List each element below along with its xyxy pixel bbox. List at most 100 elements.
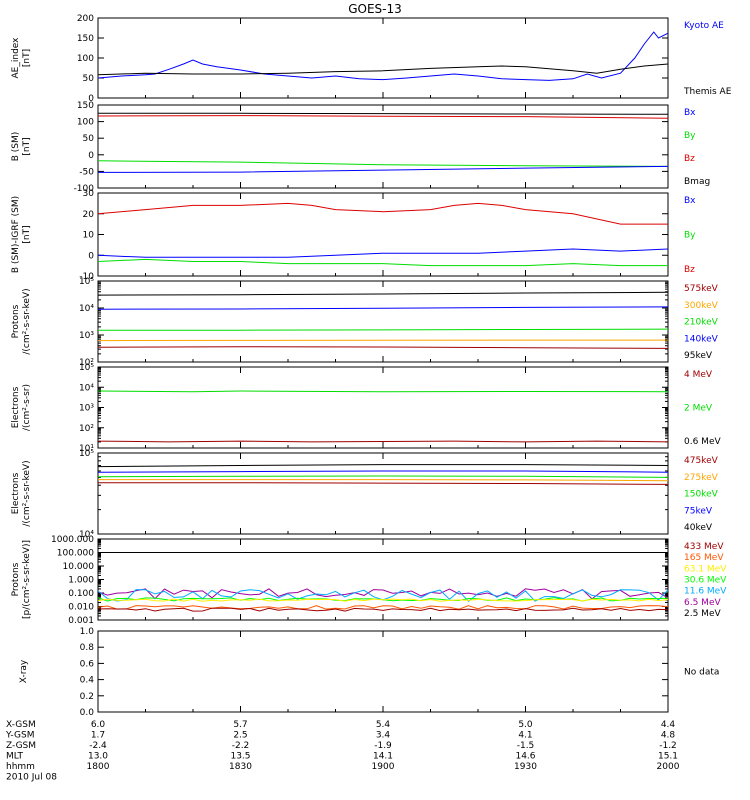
series-line-bz bbox=[97, 202, 668, 225]
y-axis-label: /(cm²-s-sr-keV) bbox=[22, 288, 32, 354]
x-row-value: 14.6 bbox=[515, 752, 535, 762]
legend-label: 11.6 MeV bbox=[684, 587, 727, 597]
date-label: 2010 Jul 08 bbox=[6, 773, 57, 783]
series-line-275kev bbox=[98, 479, 669, 482]
panel-bsm: B (SM) [nT] bbox=[11, 104, 669, 189]
series-line-themis-ae bbox=[97, 63, 669, 76]
y-tick-label: 10⁴ bbox=[79, 383, 94, 393]
series-line-bmag bbox=[98, 112, 669, 115]
legend-label: 575keV bbox=[684, 284, 719, 294]
x-row-value: 13.0 bbox=[88, 752, 108, 762]
y-tick-label: 0.001 bbox=[68, 616, 94, 626]
panel-frame bbox=[97, 17, 669, 99]
x-row-value: 2000 bbox=[657, 762, 680, 772]
legend-label: Bz bbox=[684, 154, 695, 164]
y-tick-label: 100 bbox=[77, 54, 94, 64]
legend-label: Bmag bbox=[684, 177, 710, 187]
panel-bigrf: B (SM)-IGRF (SM) [nT] bbox=[11, 192, 669, 277]
y-tick-label: 0.010 bbox=[68, 603, 94, 613]
y-tick-label: 10 bbox=[83, 231, 95, 241]
legend-label: 275keV bbox=[684, 473, 719, 483]
legend-label: 6.5 MeV bbox=[684, 598, 721, 608]
series-line-bx bbox=[97, 248, 669, 258]
y-axis-label: AE_index bbox=[11, 37, 21, 79]
x-row-label: X-GSM bbox=[6, 720, 36, 730]
x-row-label: Z-GSM bbox=[6, 741, 36, 751]
legend-label: Bz bbox=[684, 265, 695, 275]
legend-label: 63.1 MeV bbox=[684, 564, 727, 574]
y-tick-label: 150 bbox=[77, 101, 94, 111]
y-tick-label: 0 bbox=[88, 251, 94, 261]
y-tick-label: 100.000 bbox=[57, 549, 94, 559]
y-tick-label: 50 bbox=[83, 74, 95, 84]
x-row-value: 4.8 bbox=[661, 731, 676, 741]
y-tick-label: 0.2 bbox=[80, 692, 94, 702]
x-row-value: -2.2 bbox=[232, 741, 250, 751]
x-row-value: -1.5 bbox=[517, 741, 535, 751]
y-tick-label: 0.100 bbox=[68, 589, 94, 599]
legend-label: Kyoto AE bbox=[684, 21, 724, 31]
y-tick-label: 10¹ bbox=[79, 444, 94, 454]
y-tick-label: 10⁴ bbox=[79, 530, 94, 540]
y-tick-label: 10³ bbox=[79, 404, 94, 414]
legend-label: By bbox=[684, 131, 696, 141]
series-line-95kev bbox=[97, 291, 669, 296]
series-line-575kev bbox=[97, 346, 669, 349]
legend-label: Themis AE bbox=[683, 87, 732, 97]
y-axis-label: Electrons bbox=[11, 472, 21, 514]
y-tick-label: 200 bbox=[77, 14, 94, 24]
x-row-value: 15.1 bbox=[658, 752, 678, 762]
y-tick-label: 100 bbox=[77, 118, 94, 128]
panel-frame bbox=[97, 630, 669, 713]
series-line-75kev bbox=[97, 470, 669, 473]
legend-label: 40keV bbox=[684, 523, 713, 533]
legend-label: 150keV bbox=[684, 490, 719, 500]
x-row-value: 4.4 bbox=[661, 720, 676, 730]
legend-label: 165 MeV bbox=[684, 553, 724, 563]
y-tick-label: 0.8 bbox=[80, 643, 95, 653]
panel-xray: X-ray bbox=[19, 630, 669, 713]
y-tick-label: -100 bbox=[74, 184, 95, 194]
y-tick-label: 10² bbox=[79, 358, 94, 368]
legend-label: 433 MeV bbox=[684, 542, 724, 552]
y-axis-label: [nT] bbox=[22, 225, 32, 243]
x-row-value: 14.1 bbox=[373, 752, 393, 762]
y-tick-label: 10⁴ bbox=[79, 304, 94, 314]
y-tick-label: -10 bbox=[79, 272, 94, 282]
y-axis-label: Electrons bbox=[11, 386, 21, 428]
x-row-value: 5.0 bbox=[518, 720, 533, 730]
y-axis-label: /(cm²-s-sr) bbox=[22, 384, 32, 431]
x-row-value: 5.4 bbox=[376, 720, 391, 730]
x-row-value: 1900 bbox=[372, 762, 395, 772]
panel-eleclow: Electrons/(cm²-s-sr-keV) bbox=[11, 452, 669, 535]
y-tick-label: 10⁵ bbox=[79, 277, 94, 287]
x-row-value: 6.0 bbox=[91, 720, 106, 730]
panel-protlow: Protons/(cm²-s-sr-keV) bbox=[11, 280, 669, 363]
y-axis-label: B (SM)-IGRF (SM) bbox=[11, 196, 21, 273]
legend-label: 4 MeV bbox=[684, 370, 713, 380]
y-tick-label: 1000.000 bbox=[51, 535, 94, 545]
legend-label: 140keV bbox=[684, 334, 719, 344]
x-row-value: 1830 bbox=[229, 762, 252, 772]
y-tick-label: 20 bbox=[83, 210, 95, 220]
y-axis-label: B (SM) bbox=[11, 132, 21, 162]
x-row-value: 3.4 bbox=[376, 731, 391, 741]
legend-label: 30.6 MeV bbox=[684, 576, 727, 586]
y-tick-label: 1.000 bbox=[68, 576, 94, 586]
series-line-4-mev bbox=[97, 440, 669, 443]
y-tick-label: 0 bbox=[88, 151, 94, 161]
series-line-40kev bbox=[97, 464, 669, 468]
y-axis-label: [nT] bbox=[22, 49, 32, 67]
x-row-value: 2.5 bbox=[233, 731, 247, 741]
legend-label: No data bbox=[684, 668, 719, 678]
series-line-150kev bbox=[97, 475, 669, 478]
y-tick-label: 0.6 bbox=[80, 659, 95, 669]
x-row-value: -1.9 bbox=[374, 741, 392, 751]
y-axis-label: Protons bbox=[11, 562, 21, 596]
panel-elechigh: Electrons/(cm²-s-sr) bbox=[11, 366, 669, 449]
y-axis-label: /(cm²-s-sr-keV) bbox=[22, 460, 32, 526]
legend-label: 300keV bbox=[684, 301, 719, 311]
y-axis-label: Protons bbox=[11, 304, 21, 338]
x-row-value: 13.5 bbox=[230, 752, 250, 762]
